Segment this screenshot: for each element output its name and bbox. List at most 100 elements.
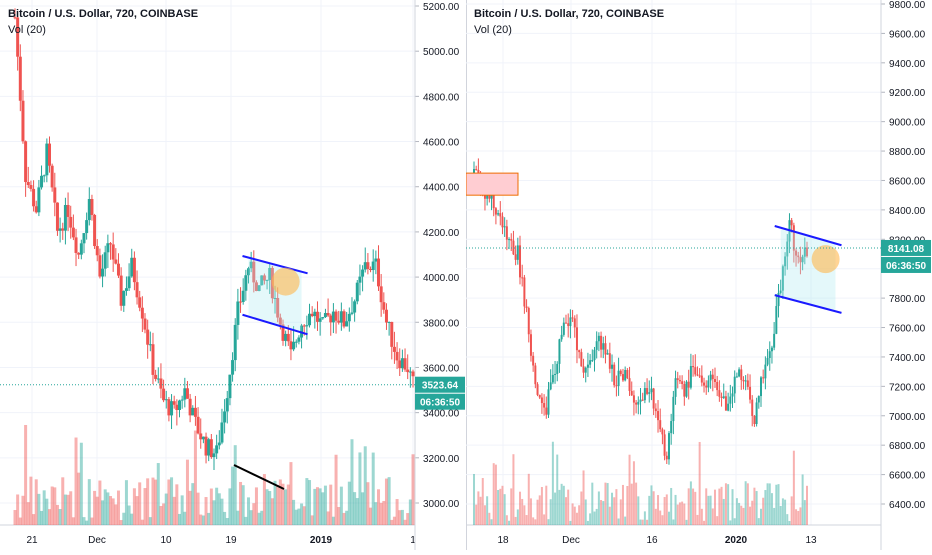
candle-body: [519, 245, 522, 278]
volume-bar: [284, 489, 288, 525]
symbol-title[interactable]: Bitcoin / U.S. Dollar, 720, COINBASE: [8, 8, 199, 20]
volume-legend[interactable]: Vol (20): [474, 24, 512, 36]
volume-bar: [37, 493, 41, 525]
volume-bar: [411, 454, 415, 525]
candle-body: [209, 439, 213, 458]
volume-bar: [45, 498, 49, 525]
volume-bar: [797, 510, 800, 525]
volume-bar: [792, 450, 795, 525]
candle-body: [329, 315, 333, 323]
candle-body: [733, 376, 736, 394]
candle-body: [683, 384, 686, 397]
price-badge: 8141.08: [888, 244, 925, 255]
volume-bar: [231, 466, 235, 525]
volume-bar: [501, 485, 504, 525]
candle-body: [724, 396, 727, 411]
candle-body: [411, 371, 415, 377]
candle-body: [403, 358, 407, 370]
volume-bar: [172, 496, 176, 525]
volume-bar: [494, 464, 497, 525]
candle-body: [241, 290, 245, 302]
volume-bar: [554, 492, 557, 525]
volume-bar: [694, 491, 697, 525]
y-tick-label: 9200.00: [889, 88, 926, 99]
volume-bar: [369, 507, 373, 525]
candle-body: [740, 369, 743, 380]
volume-bar: [371, 452, 375, 525]
volume-bar: [201, 515, 205, 525]
volume-bar: [775, 484, 778, 525]
volume-bar: [543, 514, 546, 525]
volume-bar: [220, 498, 224, 525]
volume-bar: [740, 505, 743, 525]
volume-bar: [801, 474, 804, 525]
candle-body: [643, 388, 646, 401]
volume-bar: [589, 513, 592, 525]
volume-bar: [611, 492, 614, 525]
candle-body: [151, 344, 155, 375]
volume-bar: [516, 509, 519, 525]
volume-bar: [749, 506, 752, 525]
candle-body: [334, 311, 338, 321]
candle-body: [611, 364, 614, 369]
volume-bar: [390, 519, 394, 525]
candle-body: [608, 353, 611, 369]
volume-bar: [204, 497, 208, 525]
candle-body: [797, 255, 800, 258]
candle-body: [353, 301, 357, 313]
volume-bar: [770, 493, 773, 525]
chart-canvas-2020[interactable]: 9800.00 9600.00 9400.00 9200.00 9000.00 8800.…: [465, 0, 932, 550]
x-tick-label: 19: [225, 535, 237, 546]
candle-body: [146, 329, 150, 345]
countdown-badge: 06:36:50: [420, 398, 460, 409]
volume-bar: [252, 503, 256, 525]
volume-bar: [170, 477, 174, 525]
volume-bar: [600, 500, 603, 525]
y-tick-label: 7200.00: [889, 382, 926, 393]
y-tick-label: 6800.00: [889, 441, 926, 452]
candle-body: [276, 297, 280, 318]
candle-body: [475, 169, 478, 171]
volume-bar: [549, 499, 552, 525]
chart-canvas-2018[interactable]: 5200.00 5000.00 4800.00 4600.00 4400.00 4200.…: [0, 0, 466, 550]
candle-body: [254, 282, 258, 291]
candle-body: [687, 381, 690, 388]
candle-body: [207, 439, 211, 456]
candle-body: [632, 395, 635, 403]
volume-bar: [239, 481, 243, 525]
volume-bar: [151, 477, 155, 525]
candle-body: [575, 327, 578, 351]
volume-bar: [707, 495, 710, 525]
candle-body: [560, 334, 563, 340]
candle-body: [806, 247, 808, 257]
candle-body: [505, 226, 508, 240]
candle-body: [630, 390, 633, 396]
volume-bar: [661, 515, 664, 525]
volume-bar: [146, 478, 150, 525]
candle-body: [510, 239, 513, 241]
candle-body: [775, 306, 778, 334]
volume-bar: [130, 513, 134, 525]
volume-bar: [619, 499, 622, 525]
volume-bar: [318, 488, 322, 525]
candle-body: [148, 344, 152, 346]
candle-body: [278, 317, 282, 325]
volume-bar: [215, 487, 219, 525]
candle-body: [29, 185, 33, 189]
candle-body: [628, 378, 631, 391]
candle-body: [244, 275, 248, 291]
candle-body: [604, 343, 607, 355]
volume-bar: [212, 500, 216, 525]
candle-body: [742, 379, 745, 382]
candle-body: [164, 399, 168, 401]
volume-bar: [353, 492, 357, 525]
symbol-title[interactable]: Bitcoin / U.S. Dollar, 720, COINBASE: [474, 8, 665, 20]
candle-body: [650, 388, 653, 393]
y-tick-label: 9000.00: [889, 118, 926, 129]
volume-bar: [626, 486, 629, 525]
candle-body: [786, 241, 789, 257]
candle-body: [252, 261, 256, 283]
volume-bar: [345, 510, 349, 525]
volume-legend[interactable]: Vol (20): [8, 24, 46, 36]
candle-body: [292, 341, 296, 350]
